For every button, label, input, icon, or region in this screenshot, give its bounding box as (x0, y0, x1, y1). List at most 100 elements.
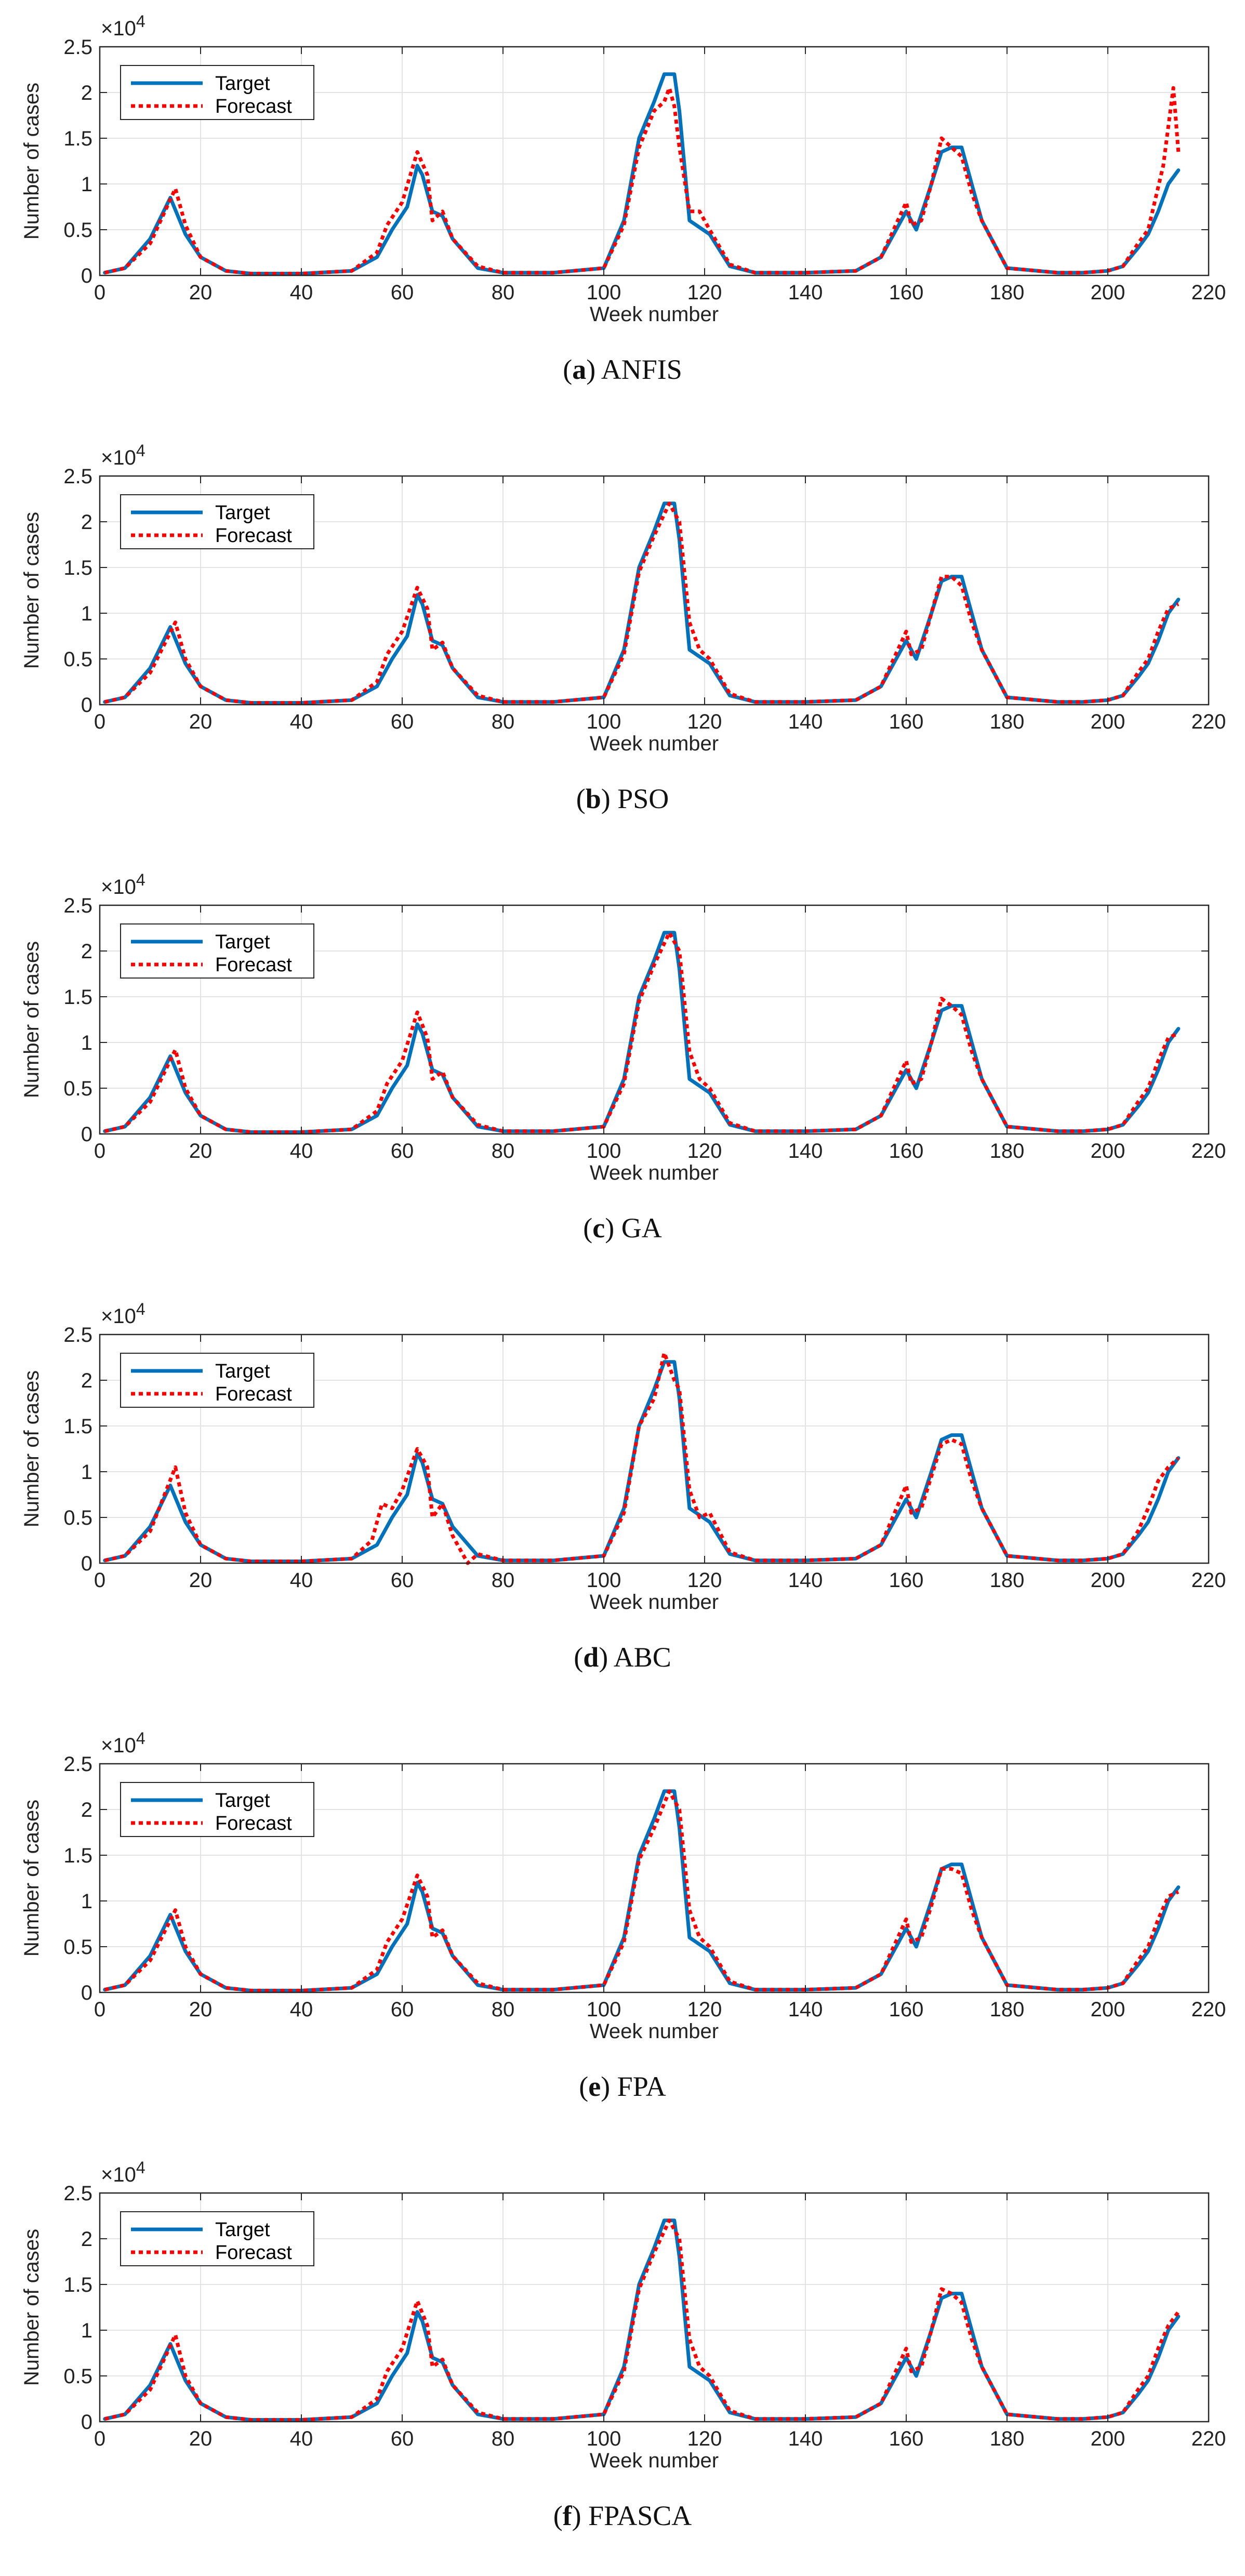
y-exponent-power: 4 (136, 12, 145, 31)
y-tick-label: 1 (81, 1461, 92, 1484)
legend-label-forecast: Forecast (215, 525, 292, 547)
y-tick-label: 2.5 (63, 894, 92, 917)
x-axis-label: Week number (590, 1161, 719, 1184)
caption-e: (e) FPA (579, 2071, 666, 2102)
y-tick-label: 1 (81, 173, 92, 196)
y-tick-label: 2 (81, 2228, 92, 2251)
y-tick-label: 1 (81, 2319, 92, 2342)
legend-label-target: Target (215, 931, 270, 953)
x-axis-label: Week number (590, 2449, 719, 2472)
y-axis-label: Number of cases (20, 2229, 43, 2386)
y-tick-label: 2 (81, 511, 92, 534)
x-tick-label: 220 (1191, 2427, 1226, 2450)
legend-label-target: Target (215, 1790, 270, 1812)
legend-label-forecast: Forecast (215, 2242, 292, 2264)
caption-b: (b) PSO (576, 783, 669, 814)
x-tick-label: 220 (1191, 1569, 1226, 1592)
x-tick-label: 180 (990, 1569, 1025, 1592)
chart-a: 0 20 40 60 80 100 120 140 160 180 200 220 0 0.5 1 1.5 2 2… (20, 12, 1226, 326)
x-tick-label: 120 (687, 281, 722, 304)
x-tick-label: 200 (1091, 710, 1125, 733)
y-tick-label: 1.5 (63, 1415, 92, 1438)
chart-panel-d: 0 20 40 60 80 100 120 140 160 180 200 220 0 0.5 1 1.5 2 2… (0, 1288, 1245, 1717)
chart-panel-a: 0 20 40 60 80 100 120 140 160 180 200 220 0 0.5 1 1.5 2 2… (0, 0, 1245, 429)
y-tick-label: 2 (81, 1369, 92, 1392)
y-tick-label: 2.5 (63, 1324, 92, 1346)
y-tick-label: 0 (81, 694, 92, 717)
axes-box (99, 1763, 1210, 1993)
caption-letter: b (585, 783, 601, 814)
x-tick-label: 0 (94, 2427, 105, 2450)
x-tick-label: 40 (290, 1569, 313, 1592)
legend-box (120, 494, 314, 549)
legend-label-target: Target (215, 1360, 270, 1382)
y-tick-label: 0.5 (63, 648, 92, 671)
x-tick-label: 0 (94, 1569, 105, 1592)
axes-box (99, 904, 1210, 1135)
y-exponent-power: 4 (136, 1729, 145, 1748)
y-tick-label: 0.5 (63, 219, 92, 242)
y-tick-label: 1.5 (63, 1844, 92, 1867)
x-tick-label: 120 (687, 1569, 722, 1592)
x-tick-label: 180 (990, 2427, 1025, 2450)
y-tick-label: 2.5 (63, 465, 92, 488)
caption-method: ABC (613, 1642, 671, 1673)
caption-letter: a (572, 354, 587, 385)
y-exponent-power: 4 (136, 2158, 145, 2177)
x-tick-label: 180 (990, 1140, 1025, 1162)
legend-label-forecast: Forecast (215, 954, 292, 976)
chart-panel-f: 0 20 40 60 80 100 120 140 160 180 200 220 0 0.5 1 1.5 2 2… (0, 2146, 1245, 2575)
y-tick-label: 1 (81, 602, 92, 625)
x-tick-label: 60 (391, 1998, 414, 2021)
legend-label-target: Target (215, 73, 270, 95)
x-tick-label: 40 (290, 2427, 313, 2450)
x-tick-label: 140 (788, 710, 823, 733)
x-tick-label: 220 (1191, 1998, 1226, 2021)
x-tick-label: 180 (990, 710, 1025, 733)
legend-label-target: Target (215, 2219, 270, 2241)
axes-box (99, 475, 1210, 706)
caption-letter: d (583, 1642, 599, 1673)
y-tick-label: 2.5 (63, 2182, 92, 2205)
x-tick-label: 200 (1091, 1569, 1125, 1592)
y-exponent-base: ×10 (101, 446, 136, 469)
y-tick-label: 1.5 (63, 986, 92, 1009)
y-exponent-label: ×104 (101, 1300, 145, 1328)
caption-f: (f) FPASCA (553, 2500, 692, 2531)
chart-b: 0 20 40 60 80 100 120 140 160 180 200 220 0 0.5 1 1.5 2 2… (20, 441, 1226, 755)
x-tick-label: 140 (788, 1998, 823, 2021)
caption-letter: e (588, 2071, 601, 2102)
y-exponent-base: ×10 (101, 2163, 136, 2186)
x-tick-label: 140 (788, 1569, 823, 1592)
y-exponent-power: 4 (136, 441, 145, 460)
y-exponent-label: ×104 (101, 441, 145, 469)
x-tick-label: 160 (889, 710, 924, 733)
x-tick-label: 80 (492, 1569, 515, 1592)
x-tick-label: 60 (391, 1140, 414, 1162)
x-tick-label: 60 (391, 1569, 414, 1592)
y-axis-label: Number of cases (20, 1370, 43, 1527)
y-tick-label: 1 (81, 1032, 92, 1054)
x-tick-label: 40 (290, 710, 313, 733)
caption-method: GA (621, 1212, 662, 1244)
y-axis-label: Number of cases (20, 941, 43, 1098)
legend-box (120, 1782, 314, 1837)
chart-f: 0 20 40 60 80 100 120 140 160 180 200 220 0 0.5 1 1.5 2 2… (20, 2158, 1226, 2472)
x-tick-label: 200 (1091, 2427, 1125, 2450)
y-tick-label: 1 (81, 1890, 92, 1913)
x-tick-label: 200 (1091, 1998, 1125, 2021)
x-tick-label: 40 (290, 1998, 313, 2021)
caption-method: FPA (617, 2071, 666, 2102)
caption-method: ANFIS (601, 354, 682, 385)
chart-d: 0 20 40 60 80 100 120 140 160 180 200 220 0 0.5 1 1.5 2 2… (20, 1300, 1226, 1614)
y-exponent-base: ×10 (101, 876, 136, 899)
x-axis-label: Week number (590, 732, 719, 755)
x-tick-label: 80 (492, 281, 515, 304)
x-tick-label: 60 (391, 710, 414, 733)
y-tick-label: 1.5 (63, 557, 92, 579)
x-tick-label: 20 (189, 1140, 213, 1162)
caption-d: (d) ABC (574, 1642, 671, 1673)
